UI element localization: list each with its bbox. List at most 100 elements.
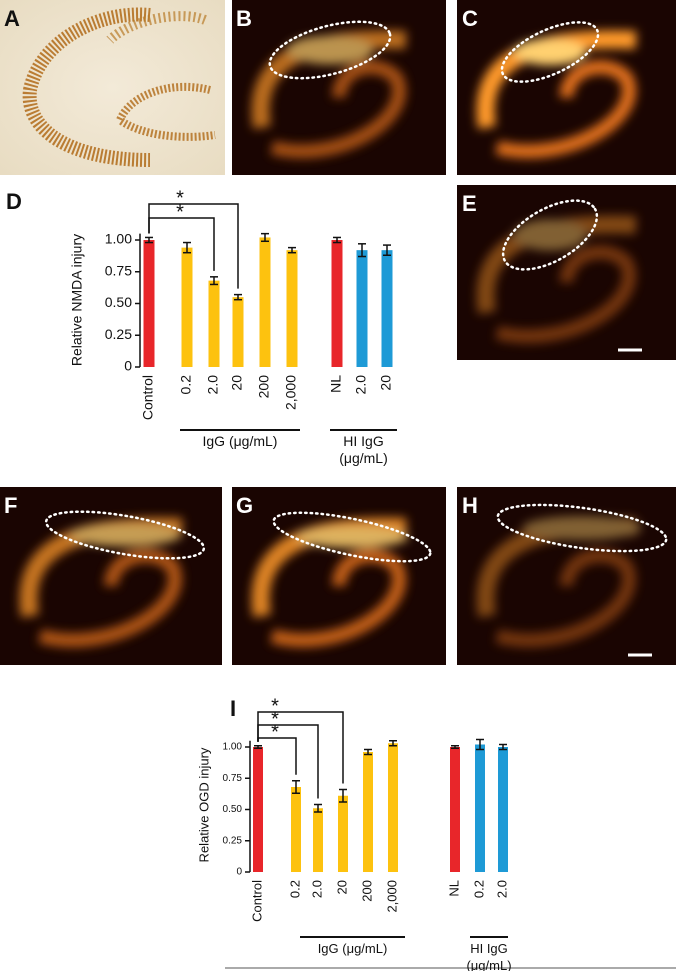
panel-label: B bbox=[236, 6, 252, 31]
glow-spot bbox=[522, 516, 642, 540]
y-tick-label: 0.50 bbox=[105, 294, 132, 310]
error-bar bbox=[314, 803, 322, 813]
group-label-box: HI IgG (μg/mL) bbox=[339, 433, 388, 466]
panel-label: G bbox=[236, 493, 253, 518]
fluorescence-images bbox=[0, 0, 676, 665]
y-tick-label: 0 bbox=[124, 358, 132, 374]
bar bbox=[143, 240, 155, 367]
error-bar bbox=[339, 788, 347, 803]
panel-label: A bbox=[4, 6, 20, 31]
error-bar bbox=[234, 293, 242, 301]
error-bar bbox=[292, 780, 300, 794]
glow bbox=[251, 30, 407, 159]
error-bar bbox=[383, 244, 391, 256]
x-tick-label: Control bbox=[140, 375, 156, 420]
bar bbox=[331, 240, 343, 367]
glow-arc bbox=[270, 548, 407, 648]
image-panel bbox=[457, 185, 676, 360]
image-panel bbox=[232, 0, 446, 175]
y-tick-label: 0.50 bbox=[223, 804, 243, 815]
error-bar bbox=[288, 246, 296, 254]
glow bbox=[19, 517, 183, 648]
image-panel bbox=[0, 487, 222, 665]
error-bar bbox=[183, 241, 191, 254]
roi bbox=[501, 199, 599, 271]
bar bbox=[313, 808, 323, 872]
roi bbox=[268, 20, 392, 80]
glow-arc bbox=[476, 30, 637, 129]
x-tick-label: 2.0 bbox=[205, 375, 221, 395]
significance-star: * bbox=[176, 201, 184, 223]
x-tick-label: 20 bbox=[334, 880, 349, 894]
x-tick-label: 2.0 bbox=[494, 880, 509, 898]
bar bbox=[291, 787, 301, 872]
bar bbox=[388, 743, 398, 872]
bar bbox=[338, 795, 348, 872]
glow-spot bbox=[513, 38, 587, 66]
bar bbox=[498, 747, 508, 872]
y-tick-label: 1.00 bbox=[105, 231, 132, 247]
panel-label: H bbox=[462, 493, 478, 518]
glow bbox=[476, 516, 642, 648]
y-tick-label: 0 bbox=[236, 867, 242, 878]
x-tick-label: 2.0 bbox=[353, 375, 369, 395]
x-tick-label: 2,000 bbox=[283, 375, 299, 410]
error-bar bbox=[358, 243, 366, 258]
error-bar bbox=[364, 748, 372, 756]
error-bar bbox=[476, 738, 484, 751]
glow-arc bbox=[251, 30, 407, 129]
roi bbox=[272, 511, 432, 563]
bar bbox=[208, 280, 220, 367]
group-label: HI IgG (μg/mL) bbox=[466, 941, 512, 971]
panel-label: I bbox=[230, 696, 236, 721]
histology-image bbox=[0, 0, 225, 175]
error-bar bbox=[499, 743, 507, 751]
x-tick-label: 20 bbox=[229, 375, 245, 391]
y-tick-label: 0.75 bbox=[223, 773, 243, 784]
image-panel bbox=[457, 487, 676, 665]
bar bbox=[381, 250, 393, 367]
significance-bracket bbox=[148, 203, 239, 289]
glow-spot bbox=[286, 35, 374, 65]
y-tick-label: 0.25 bbox=[223, 835, 243, 846]
bar bbox=[475, 744, 485, 872]
panel-label: D bbox=[6, 189, 22, 214]
error-bar bbox=[451, 745, 459, 749]
error-bar bbox=[261, 232, 269, 243]
error-bar bbox=[333, 236, 341, 244]
bar bbox=[450, 747, 460, 872]
group-label: IgG (μg/mL) bbox=[317, 941, 388, 956]
y-axis-label: Relative NMDA injury bbox=[69, 234, 85, 366]
group-label-box: HI IgG (μg/mL) bbox=[466, 941, 512, 971]
x-tick-label: Control bbox=[249, 880, 264, 922]
x-tick-label: NL bbox=[328, 375, 344, 393]
glow-arc bbox=[495, 548, 636, 648]
x-tick-label: 2,000 bbox=[384, 880, 399, 913]
significance-bracket bbox=[257, 724, 319, 799]
x-tick-label: 200 bbox=[256, 375, 272, 399]
glow bbox=[476, 30, 637, 159]
error-bar bbox=[254, 745, 262, 749]
x-tick-label: 200 bbox=[359, 880, 374, 902]
group-label: IgG (μg/mL) bbox=[202, 433, 278, 449]
x-tick-label: 0.2 bbox=[471, 880, 486, 898]
group-label: HI IgG (μg/mL) bbox=[339, 433, 388, 466]
glow-spot bbox=[69, 523, 181, 547]
bar bbox=[356, 250, 368, 367]
bar bbox=[286, 250, 298, 367]
y-tick-label: 0.25 bbox=[105, 326, 132, 342]
panel-label: C bbox=[462, 6, 478, 31]
y-tick-label: 1.00 bbox=[223, 742, 243, 753]
error-bar bbox=[389, 740, 397, 747]
panel-label: F bbox=[4, 493, 17, 518]
glow bbox=[251, 517, 408, 648]
bar bbox=[253, 747, 263, 872]
group-label-box: IgG (μg/mL) bbox=[317, 941, 388, 956]
image-panel bbox=[232, 487, 446, 665]
glow-arc bbox=[495, 245, 636, 344]
glow-spot bbox=[296, 526, 408, 548]
roi bbox=[496, 503, 668, 553]
significance-bracket bbox=[257, 737, 297, 775]
x-tick-label: 0.2 bbox=[287, 880, 302, 898]
